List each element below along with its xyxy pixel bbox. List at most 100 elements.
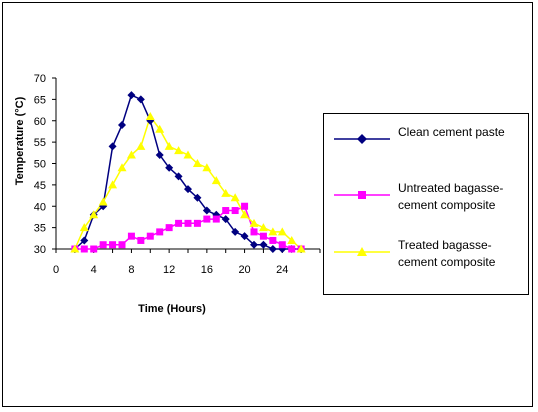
y-tick-label: 50: [34, 159, 46, 171]
data-point-square: [90, 245, 98, 253]
data-point-diamond: [193, 193, 202, 202]
data-point-triangle: [155, 124, 165, 133]
data-point-square: [259, 232, 267, 240]
data-point-diamond: [174, 172, 183, 181]
data-point-diamond: [136, 95, 145, 104]
data-point-diamond: [268, 245, 277, 253]
data-point-triangle: [108, 180, 118, 189]
y-tick-label: 40: [34, 201, 46, 213]
data-point-diamond: [165, 163, 174, 172]
data-point-square: [109, 241, 117, 249]
data-point-square: [193, 219, 201, 227]
y-tick-label: 30: [34, 244, 46, 256]
data-point-square: [222, 207, 230, 215]
data-point-triangle: [230, 193, 240, 202]
data-point-square: [250, 228, 258, 236]
x-axis-title: Time (Hours): [138, 303, 206, 315]
data-point-diamond: [221, 215, 230, 224]
data-point-diamond: [127, 91, 136, 100]
x-tick-label: 16: [201, 264, 213, 276]
data-point-square: [278, 241, 286, 249]
data-point-triangle: [183, 150, 193, 159]
y-tick-label: 65: [34, 94, 46, 106]
series-line-1: [74, 205, 302, 250]
data-point-square: [80, 245, 88, 253]
data-point-triangle: [287, 235, 297, 244]
y-axis-title: Temperature (°C): [14, 96, 26, 185]
data-point-triangle: [249, 218, 259, 227]
legend-marker-triangle: [334, 247, 390, 256]
data-point-triangle: [240, 210, 250, 219]
data-point-diamond: [240, 232, 249, 241]
data-point-square: [137, 236, 145, 244]
data-point-diamond: [155, 150, 164, 159]
data-point-diamond: [80, 236, 89, 245]
x-tick-label: 12: [163, 264, 175, 276]
series-line-2: [74, 114, 302, 250]
legend-label: Clean cement paste: [398, 125, 505, 139]
data-point-triangle: [221, 188, 231, 197]
data-point-square: [288, 245, 296, 253]
legend-item-clean-cement-paste: Clean cement paste: [324, 122, 528, 170]
y-tick-label: 35: [34, 223, 46, 235]
data-point-square: [184, 219, 192, 227]
data-point-diamond: [118, 121, 126, 130]
data-point-diamond: [259, 240, 268, 249]
data-point-square: [241, 202, 249, 210]
data-point-triangle: [164, 141, 174, 150]
data-point-square: [212, 215, 220, 223]
data-point-triangle: [192, 159, 202, 167]
data-point-triangle: [211, 176, 221, 185]
data-point-square: [99, 241, 107, 249]
y-tick-label: 70: [34, 73, 46, 85]
legend-label: Treated bagasse-cement composite: [398, 238, 496, 269]
triangle-marker-icon: [357, 247, 367, 256]
data-point-diamond: [184, 185, 192, 194]
x-tick-label: 0: [53, 264, 59, 276]
tick-labels: 30 35 40 45 50 55 60 65 70 0 4 8 12 16 20 24: [34, 73, 289, 276]
data-point-triangle: [98, 197, 108, 206]
data-point-diamond: [108, 142, 117, 151]
data-point-diamond: [231, 227, 240, 236]
data-point-square: [165, 224, 173, 232]
series-markers: [70, 91, 306, 253]
data-point-square: [146, 232, 154, 240]
data-point-diamond: [250, 240, 258, 249]
data-point-triangle: [202, 163, 212, 172]
y-tick-label: 55: [34, 137, 46, 149]
data-point-triangle: [126, 150, 136, 159]
data-point-square: [203, 215, 211, 223]
y-tick-label: 60: [34, 116, 46, 128]
data-point-triangle: [258, 223, 268, 232]
legend-item-untreated: Untreated bagasse-cement composite: [324, 178, 528, 226]
x-tick-label: 24: [276, 264, 288, 276]
x-tick-label: 20: [238, 264, 250, 276]
data-point-triangle: [70, 244, 80, 253]
data-point-square: [156, 228, 164, 236]
data-point-square: [175, 219, 183, 227]
y-tick-label: 45: [34, 180, 46, 192]
data-point-triangle: [296, 244, 306, 253]
legend-marker-diamond: [334, 134, 390, 144]
square-marker-icon: [358, 191, 366, 199]
data-point-triangle: [174, 146, 184, 155]
data-point-square: [269, 236, 277, 244]
data-point-square: [118, 241, 126, 249]
diamond-marker-icon: [357, 134, 367, 144]
data-point-diamond: [202, 206, 211, 215]
data-point-triangle: [277, 227, 287, 236]
data-point-triangle: [79, 223, 89, 232]
legend-item-treated: Treated bagasse-cement composite: [324, 235, 528, 283]
data-point-square: [231, 207, 239, 215]
legend-marker-square: [334, 191, 390, 199]
legend: Clean cement paste Untreated bagasse-cem…: [323, 113, 529, 295]
x-tick-label: 8: [128, 264, 134, 276]
data-point-triangle: [117, 163, 127, 172]
data-point-square: [127, 232, 135, 240]
legend-label: Untreated bagasse-cement composite: [398, 181, 504, 212]
data-point-triangle: [268, 227, 278, 236]
data-point-triangle: [89, 210, 99, 219]
x-tick-label: 4: [91, 264, 97, 276]
data-point-triangle: [145, 111, 155, 120]
